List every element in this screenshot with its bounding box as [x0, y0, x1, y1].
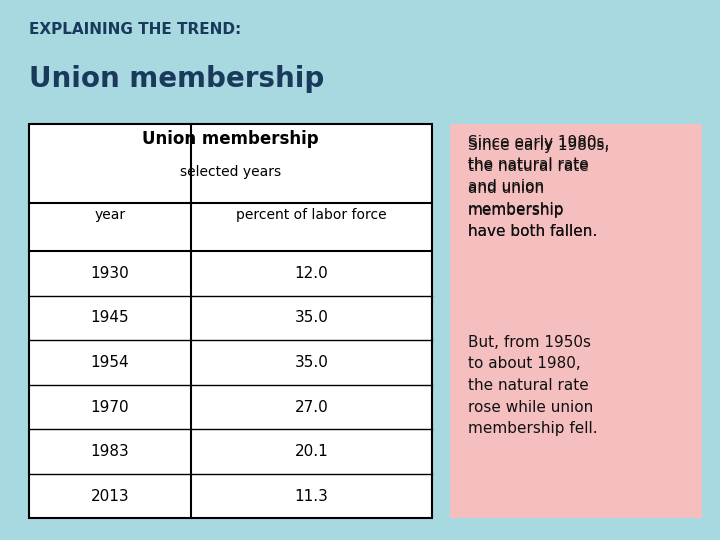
Bar — [29, 124, 432, 518]
Text: 35.0: 35.0 — [294, 310, 328, 326]
Text: 27.0: 27.0 — [294, 400, 328, 415]
Text: 2013: 2013 — [91, 489, 129, 504]
Text: 1954: 1954 — [91, 355, 129, 370]
Text: Union membership: Union membership — [142, 130, 319, 147]
Text: 20.1: 20.1 — [294, 444, 328, 459]
Text: 1970: 1970 — [91, 400, 129, 415]
Text: percent of labor force: percent of labor force — [236, 208, 387, 222]
Text: EXPLAINING THE TREND:: EXPLAINING THE TREND: — [29, 22, 241, 37]
Text: 11.3: 11.3 — [294, 489, 328, 504]
Text: Since early 1980s,
the natural rate
and union
membership
have both fallen.: Since early 1980s, the natural rate and … — [468, 138, 609, 239]
Text: 35.0: 35.0 — [294, 355, 328, 370]
Text: Union membership: Union membership — [29, 65, 324, 93]
Text: 1945: 1945 — [91, 310, 129, 326]
Text: 1983: 1983 — [91, 444, 129, 459]
Text: year: year — [94, 208, 125, 222]
Text: 1930: 1930 — [91, 266, 129, 281]
Text: But, from 1950s
to about 1980,
the natural rate
rose while union
membership fell: But, from 1950s to about 1980, the natur… — [468, 335, 598, 436]
Text: Since early 1980s,
the natural rate
and union
membership
have both fallen.: Since early 1980s, the natural rate and … — [468, 135, 609, 239]
Text: 12.0: 12.0 — [294, 266, 328, 281]
Bar — [450, 124, 702, 518]
Text: selected years: selected years — [180, 165, 281, 179]
